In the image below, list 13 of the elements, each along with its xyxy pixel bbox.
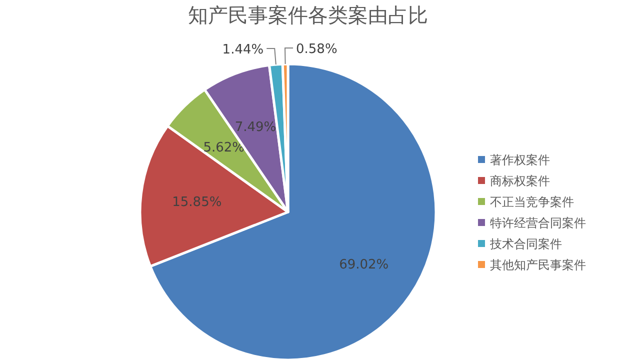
data-label: 15.85% bbox=[172, 194, 222, 210]
legend-label: 其他知产民事案件 bbox=[490, 258, 586, 272]
legend-label: 特许经营合同案件 bbox=[490, 216, 586, 230]
legend-label: 著作权案件 bbox=[490, 153, 550, 167]
data-label: 1.44% bbox=[222, 42, 264, 58]
legend-label: 商标权案件 bbox=[490, 174, 550, 188]
legend-label: 技术合同案件 bbox=[489, 237, 562, 251]
data-label: 69.02% bbox=[339, 258, 389, 273]
data-label: 5.62% bbox=[203, 140, 245, 156]
data-label: 7.49% bbox=[234, 120, 276, 136]
data-label: 0.58% bbox=[296, 42, 338, 58]
legend-label: 不正当竞争案件 bbox=[490, 195, 574, 209]
chart-title: 知产民事案件各类案由占比 bbox=[188, 3, 428, 27]
